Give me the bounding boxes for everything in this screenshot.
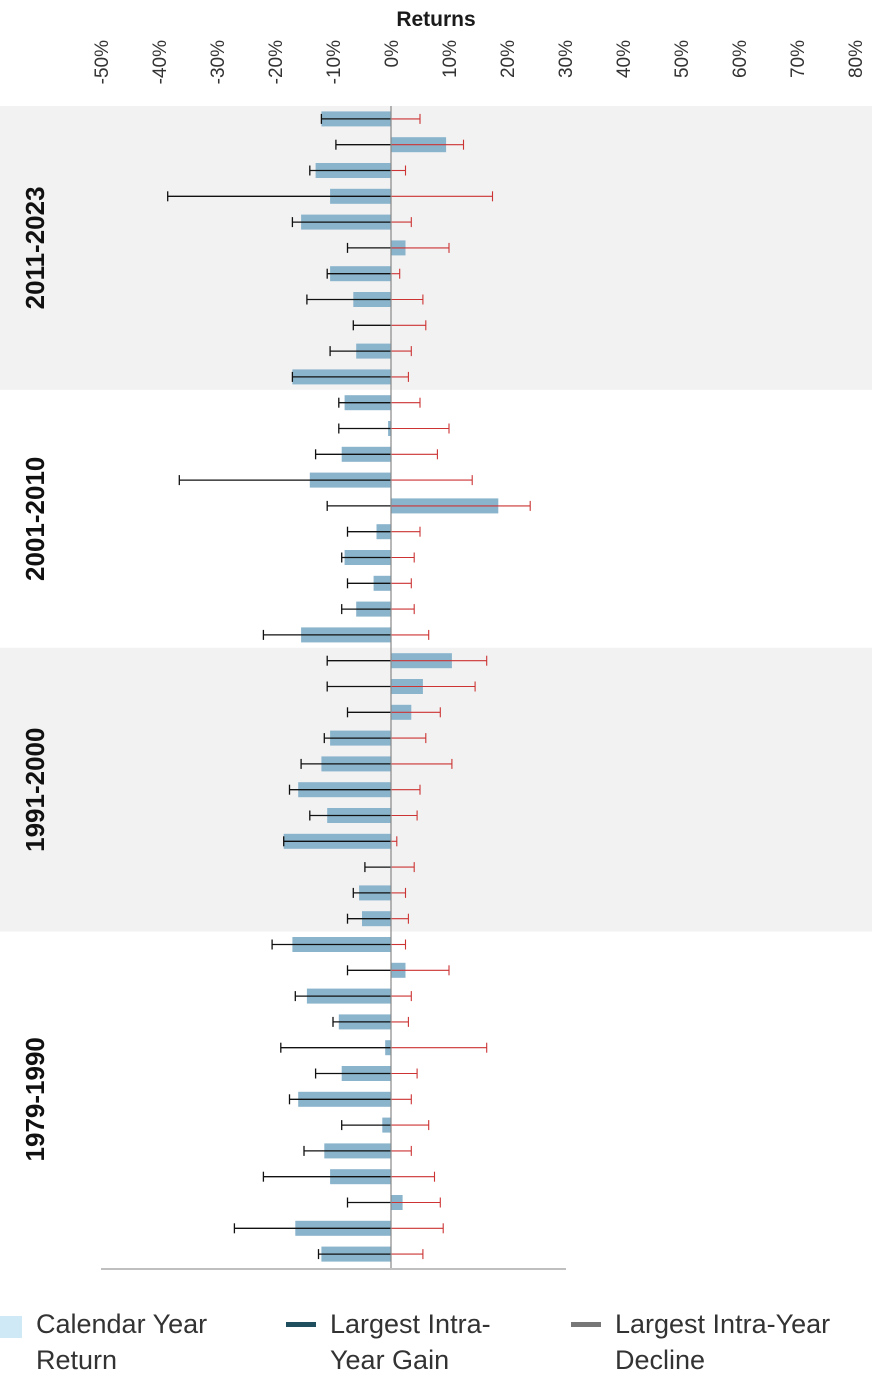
x-tick-label: 70% xyxy=(788,40,809,78)
x-tick-label: 40% xyxy=(614,40,635,78)
legend-swatch-gain xyxy=(286,1322,316,1327)
x-tick-label: -30% xyxy=(208,40,229,84)
period-label: 1991-2000 xyxy=(20,728,50,852)
chart-title: Returns xyxy=(396,8,475,31)
legend-label-return: Calendar Year Return xyxy=(36,1309,208,1375)
x-tick-label: 50% xyxy=(672,40,693,78)
legend-swatch-decline xyxy=(571,1322,601,1327)
x-tick-label: -40% xyxy=(150,40,171,84)
x-tick-label: 60% xyxy=(730,40,751,78)
legend-item-intra-year-decline: Largest Intra-Year Decline xyxy=(571,1306,830,1378)
x-tick-label: -20% xyxy=(266,40,287,84)
period-label: 2001-2010 xyxy=(20,457,50,581)
x-tick-label: 30% xyxy=(556,40,577,78)
x-tick-label: 0% xyxy=(382,40,403,68)
x-tick-label: 20% xyxy=(498,40,519,78)
period-band xyxy=(0,647,872,932)
x-tick-label: -10% xyxy=(324,40,345,84)
x-tick-label: -50% xyxy=(92,40,113,84)
x-tick-label: 10% xyxy=(440,40,461,78)
legend-item-calendar-return: Calendar Year Return xyxy=(0,1306,207,1378)
legend-label-gain: Largest Intra- Year Gain xyxy=(330,1309,491,1375)
legend-label-decline: Largest Intra-Year Decline xyxy=(615,1309,831,1375)
returns-chart: Returns -50% -40% -30% -20% -10% 0% 10% 20% 30% 4… xyxy=(0,8,872,1270)
x-tick-label: 80% xyxy=(846,40,867,78)
period-label: 1979-1990 xyxy=(20,1037,50,1161)
period-label: 2011-2023 xyxy=(20,186,50,309)
legend-item-intra-year-gain: Largest Intra- Year Gain xyxy=(286,1306,491,1378)
legend: Calendar Year Return Largest Intra- Year… xyxy=(0,1306,872,1376)
legend-swatch-return xyxy=(0,1316,22,1338)
